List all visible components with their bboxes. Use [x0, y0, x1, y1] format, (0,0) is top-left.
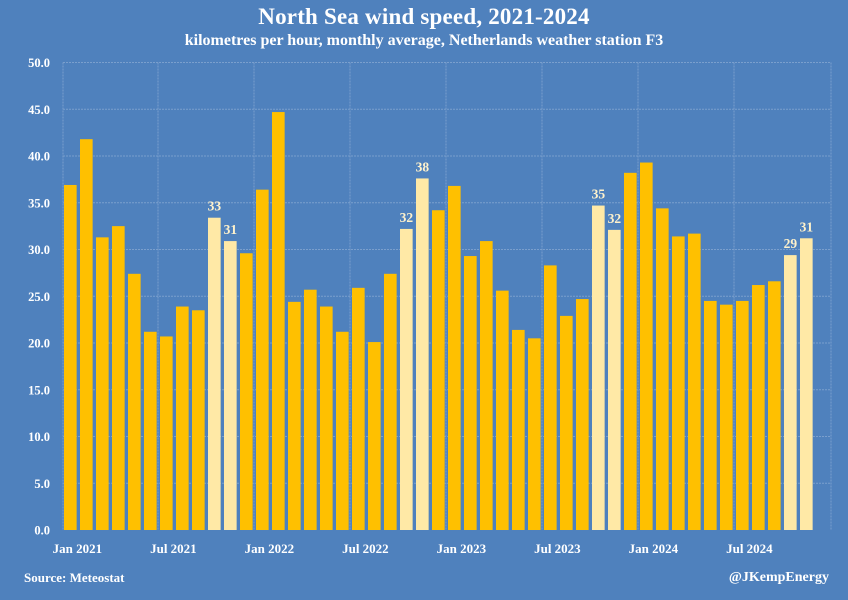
y-tick-label: 20.0: [28, 337, 50, 351]
bar: [192, 310, 205, 530]
y-tick-label: 5.0: [34, 477, 50, 491]
y-tick-label: 0.0: [34, 524, 50, 538]
bar: [176, 306, 189, 530]
credit-note: @JKempEnergy: [728, 570, 829, 585]
data-label: 31: [224, 222, 238, 237]
bar: [496, 290, 509, 530]
x-tick-label: Jul 2024: [726, 541, 773, 556]
x-tick-label: Jul 2022: [342, 541, 389, 556]
highlight-bar: [416, 178, 429, 530]
y-tick-label: 25.0: [28, 290, 50, 304]
y-tick-label: 50.0: [28, 56, 50, 70]
bar: [448, 185, 461, 531]
y-tick-label: 15.0: [28, 383, 50, 397]
bar: [704, 300, 717, 530]
y-axis: 0.0 5.0 10.0 15.0 20.0 25.0 30.0 35.0 40.0 45.0 50…: [28, 56, 50, 538]
bar: [720, 304, 733, 530]
bar: [304, 289, 317, 530]
bar: [80, 139, 93, 531]
y-tick-label: 45.0: [28, 103, 50, 117]
bar: [736, 300, 749, 530]
y-tick-label: 10.0: [28, 430, 50, 444]
x-tick-label: Jan 2024: [629, 541, 679, 556]
bar: [144, 331, 157, 530]
bar: [64, 184, 77, 531]
data-label: 35: [592, 187, 606, 202]
bar: [656, 208, 669, 531]
bar: [464, 256, 477, 530]
bar: [480, 241, 493, 530]
y-tick-label: 30.0: [28, 243, 50, 257]
bar: [272, 112, 285, 531]
gridlines: [62, 62, 832, 530]
highlight-bar: [800, 238, 813, 530]
bar: [576, 299, 589, 530]
data-label: 33: [208, 199, 222, 214]
highlight-bar: [224, 241, 237, 530]
chart-subtitle: kilometres per hour, monthly average, Ne…: [184, 32, 664, 49]
data-label: 32: [400, 210, 414, 225]
bar: [384, 273, 397, 530]
bars: [64, 112, 813, 531]
bar: [752, 285, 765, 530]
bar: [320, 306, 333, 530]
bar: [336, 331, 349, 530]
x-tick-label: Jul 2023: [534, 541, 581, 556]
bar: [528, 338, 541, 530]
bar: [640, 162, 653, 531]
highlight-bar: [208, 217, 221, 530]
bar: [368, 342, 381, 530]
bar: [160, 336, 173, 530]
bar: [768, 281, 781, 530]
data-label: 38: [416, 159, 430, 174]
y-tick-label: 40.0: [28, 150, 50, 164]
bar: [128, 273, 141, 530]
x-tick-label: Jan 2022: [245, 541, 294, 556]
bar: [432, 210, 445, 531]
x-axis: Jan 2021 Jul 2021 Jan 2022 Jul 2022 Jan 2023…: [53, 541, 774, 556]
source-note: Source: Meteostat: [24, 570, 125, 585]
bar: [672, 236, 685, 530]
data-label: 29: [784, 236, 798, 251]
bar: [560, 315, 573, 530]
bar: [512, 329, 525, 530]
bar: [112, 226, 125, 530]
y-tick-label: 35.0: [28, 196, 50, 210]
highlight-bar: [608, 229, 621, 531]
x-tick-label: Jul 2021: [150, 541, 197, 556]
bar: [240, 253, 253, 531]
data-label: 31: [800, 219, 814, 234]
bar: [352, 287, 365, 530]
bar: [96, 237, 109, 530]
bar: [544, 265, 557, 530]
bar: [624, 172, 637, 530]
data-label: 32: [608, 211, 622, 226]
highlight-bar: [784, 255, 797, 531]
x-tick-label: Jan 2021: [53, 541, 102, 556]
bar: [688, 233, 701, 531]
bar: [256, 189, 269, 530]
x-tick-label: Jan 2023: [437, 541, 487, 556]
chart-title: North Sea wind speed, 2021-2024: [258, 4, 590, 29]
bar: [288, 301, 301, 530]
highlight-bar: [400, 228, 413, 530]
highlight-bar: [592, 205, 605, 530]
